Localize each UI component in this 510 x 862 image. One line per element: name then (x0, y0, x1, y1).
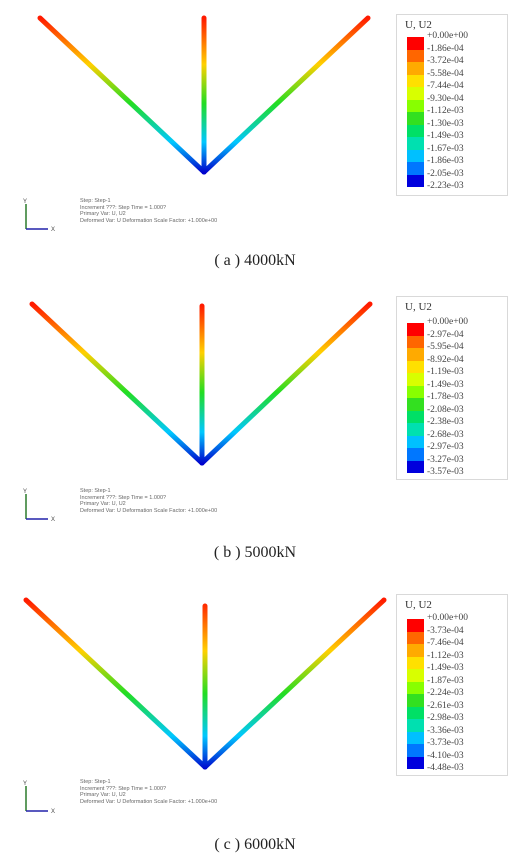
color-bar (407, 323, 424, 473)
info-line: Deformed Var: U Deformation Scale Factor… (80, 507, 218, 514)
legend-value: +0.00e+00 (427, 613, 469, 623)
legend-value: -4.48e-03 (427, 763, 464, 773)
legend-value: -1.19e-03 (427, 367, 464, 377)
panel-c: Y X Step: Step-1 Increment ???: Step Tim… (0, 580, 510, 862)
legend-value: -2.68e-03 (427, 429, 464, 440)
legend-value: -2.38e-03 (427, 417, 464, 427)
legend-value: -5.58e-04 (427, 68, 464, 79)
info-line: Increment ???: Step Time = 1.000? (80, 785, 167, 792)
legend-value: -2.05e-03 (427, 168, 464, 179)
legend-value: -2.98e-03 (427, 713, 464, 723)
legend-value: -2.97e-04 (427, 329, 464, 340)
caption: ( b ) 5000kN (213, 544, 297, 561)
axis-triad: Y X (23, 199, 55, 233)
legend-value: -3.36e-03 (427, 725, 464, 736)
legend-value: -7.46e-04 (427, 638, 464, 648)
axis-y-label: Y (23, 489, 27, 495)
legend-value: -3.27e-03 (427, 454, 464, 465)
right-strut (202, 597, 387, 770)
legend-value: -2.08e-03 (427, 404, 464, 415)
legend-value: -1.86e-04 (427, 43, 464, 54)
legend-value: -1.78e-03 (427, 392, 464, 402)
legend-value: -1.49e-03 (427, 379, 464, 390)
legend-value: -1.30e-03 (427, 118, 464, 129)
axis-x-label: X (51, 809, 55, 815)
legend: U, U2 +0.00e+00 -2.97e-04 -5.95e-04 -8.9… (396, 296, 508, 480)
info-line: Primary Var: U, U2 (80, 501, 126, 508)
legend-title: U, U2 (405, 599, 432, 611)
color-bar (407, 619, 424, 769)
step-info: Step: Step-1 Increment ???: Step Time = … (80, 488, 217, 514)
deformation-plot (37, 15, 371, 175)
legend-value: -1.12e-03 (427, 650, 464, 661)
legend-values: +0.00e+00 -3.73e-04 -7.46e-04 -1.12e-03 … (427, 613, 503, 777)
legend: U, U2 +0.00e+00 -1.86e-04 -3.72e-04 -5.5… (396, 14, 508, 196)
info-line: Primary Var: U, U2 (80, 792, 126, 799)
legend-value: -3.73e-03 (427, 738, 464, 748)
legend-value: -8.92e-04 (427, 354, 464, 365)
step-info: Step: Step-1 Increment ???: Step Time = … (80, 198, 217, 224)
legend-values: +0.00e+00 -2.97e-04 -5.95e-04 -8.92e-04 … (427, 317, 503, 481)
info-line: Deformed Var: U Deformation Scale Factor… (80, 798, 218, 805)
info-line: Step: Step-1 (80, 198, 111, 204)
left-strut (29, 301, 205, 466)
legend-value: +0.00e+00 (427, 317, 469, 327)
legend-value: +0.00e+00 (427, 31, 469, 41)
caption: ( a ) 4000kN (214, 252, 296, 269)
axis-triad: Y X (23, 781, 55, 815)
left-strut (37, 15, 207, 175)
deformation-plot (23, 597, 387, 770)
info-line: Step: Step-1 (80, 779, 111, 785)
step-info: Step: Step-1 Increment ???: Step Time = … (80, 779, 217, 805)
axis-x-label: X (51, 517, 55, 523)
info-line: Primary Var: U, U2 (80, 211, 126, 218)
info-line: Step: Step-1 (80, 488, 111, 494)
legend-value: -9.30e-04 (427, 93, 464, 104)
legend-value: -2.24e-03 (427, 688, 464, 698)
color-bar (407, 37, 424, 187)
legend-title: U, U2 (405, 19, 432, 31)
legend-value: -2.23e-03 (427, 181, 464, 191)
right-strut (199, 301, 373, 466)
deformation-plot (29, 301, 373, 466)
legend: U, U2 +0.00e+00 -3.73e-04 -7.46e-04 -1.1… (396, 594, 508, 776)
axis-y-label: Y (23, 781, 27, 787)
axis-triad: Y X (23, 489, 55, 523)
info-line: Increment ???: Step Time = 1.000? (80, 204, 167, 211)
info-line: Increment ???: Step Time = 1.000? (80, 494, 167, 501)
legend-value: -1.49e-03 (427, 663, 464, 673)
axis-x-label: X (51, 227, 55, 233)
legend-value: -2.97e-03 (427, 442, 464, 452)
legend-value: -1.49e-03 (427, 131, 464, 141)
legend-value: -2.61e-03 (427, 700, 464, 711)
legend-values: +0.00e+00 -1.86e-04 -3.72e-04 -5.58e-04 … (427, 31, 503, 195)
axis-y-label: Y (23, 199, 27, 205)
caption: ( c ) 6000kN (214, 836, 296, 853)
legend-value: -5.95e-04 (427, 342, 464, 352)
legend-value: -3.73e-04 (427, 625, 464, 636)
legend-value: -3.57e-03 (427, 467, 464, 477)
left-strut (23, 597, 208, 770)
panel-b: Y X Step: Step-1 Increment ???: Step Tim… (0, 290, 510, 580)
legend-value: -7.44e-04 (427, 81, 464, 91)
right-strut (201, 15, 371, 175)
info-line: Deformed Var: U Deformation Scale Factor… (80, 217, 218, 224)
legend-value: -1.87e-03 (427, 675, 464, 686)
legend-title: U, U2 (405, 301, 432, 313)
legend-value: -1.12e-03 (427, 106, 464, 116)
legend-value: -1.86e-03 (427, 156, 464, 166)
legend-value: -4.10e-03 (427, 750, 464, 761)
panel-a: Y X Step: Step-1 Increment ???: Step Tim… (0, 0, 510, 290)
legend-value: -1.67e-03 (427, 143, 464, 154)
legend-value: -3.72e-04 (427, 56, 464, 66)
